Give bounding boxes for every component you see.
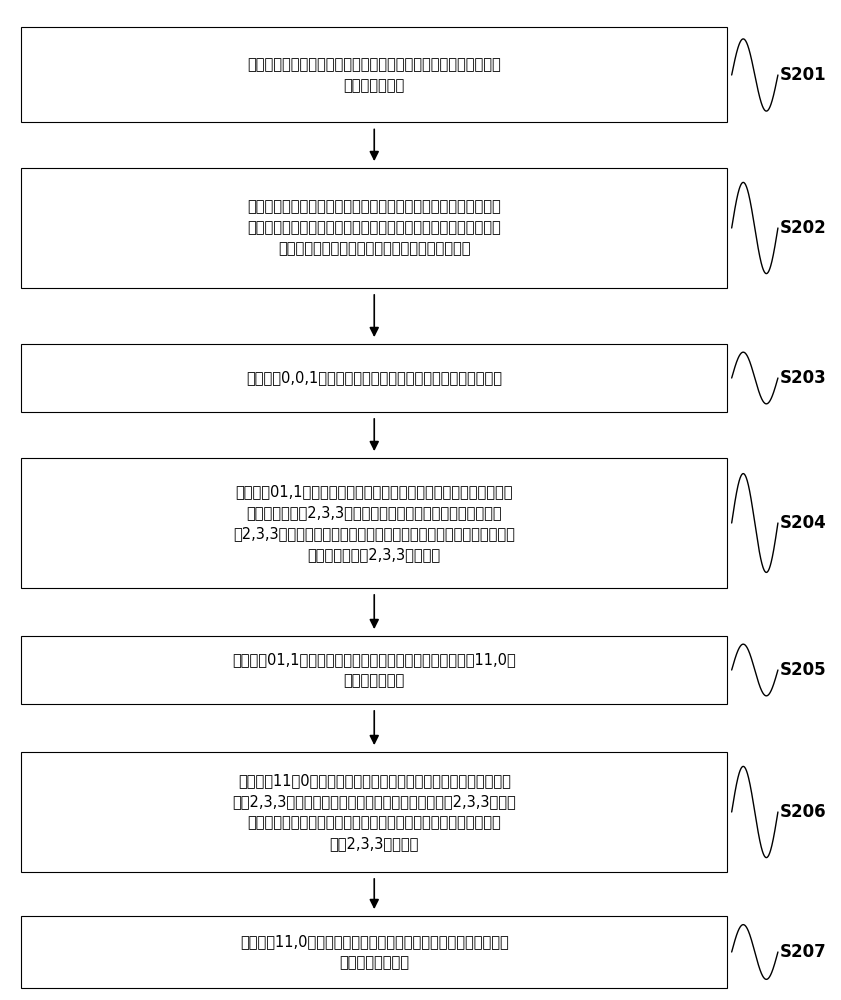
Text: 胖树网络的管理设备采用路由算法给胖树网络中的各核心交换节点
分配组播组地址: 胖树网络的管理设备采用路由算法给胖树网络中的各核心交换节点 分配组播组地址 [247,57,501,93]
Text: S205: S205 [780,661,827,679]
Bar [21,168,727,288]
Bar [21,636,727,704]
Text: S207: S207 [780,943,827,961]
Text: 地址为（11,0）的核心交换节点判断加入请求的目的节点就是该核
心节点，结束流程: 地址为（11,0）的核心交换节点判断加入请求的目的节点就是该核 心节点，结束流程 [240,934,509,970]
Bar [21,916,727,988]
Bar [21,27,727,122]
Text: 地址为（01,1）的汇聚交换节点检查转发表中检查转发表中是否包含
组播组地址为（2,3,3）的表项，若没有，则创建组播组地址为
（2,3,3）的表项，若有，则将: 地址为（01,1）的汇聚交换节点检查转发表中检查转发表中是否包含 组播组地址为（… [233,484,516,562]
Bar [21,752,727,872]
Text: S206: S206 [780,803,827,821]
Bar [21,344,727,412]
Text: 地址为（01,1）的汇聚交换节点将加入请求发送到地址为（11,0）
的核心交换节点: 地址为（01,1）的汇聚交换节点将加入请求发送到地址为（11,0） 的核心交换节… [232,652,516,688]
Text: S201: S201 [780,66,827,84]
Text: S202: S202 [780,219,827,237]
Bar [21,458,727,588]
Text: 地址为（11，0）的核心交换节点检查转发表中是否包含组播组地址
为（2,3,3）的表项，若没有，则创建组播组地址为（2,3,3）的表
项，若有，则将接收加入请求: 地址为（11，0）的核心交换节点检查转发表中是否包含组播组地址 为（2,3,3）… [232,773,516,851]
Text: S203: S203 [780,369,827,387]
Text: 初始化目标组播组，采用轮询的方式向核心交换节点申请未使用的
组播组地址，获取所述目标组播组地址，并将该目标组播组地址所
属的核心交换节点作为目标组播组的管理交换: 初始化目标组播组，采用轮询的方式向核心交换节点申请未使用的 组播组地址，获取所述… [247,200,501,256]
Text: 地址为（0,0,1）的网络节点根据目标组播组地址发出加入请求: 地址为（0,0,1）的网络节点根据目标组播组地址发出加入请求 [246,370,502,385]
Text: S204: S204 [780,514,827,532]
